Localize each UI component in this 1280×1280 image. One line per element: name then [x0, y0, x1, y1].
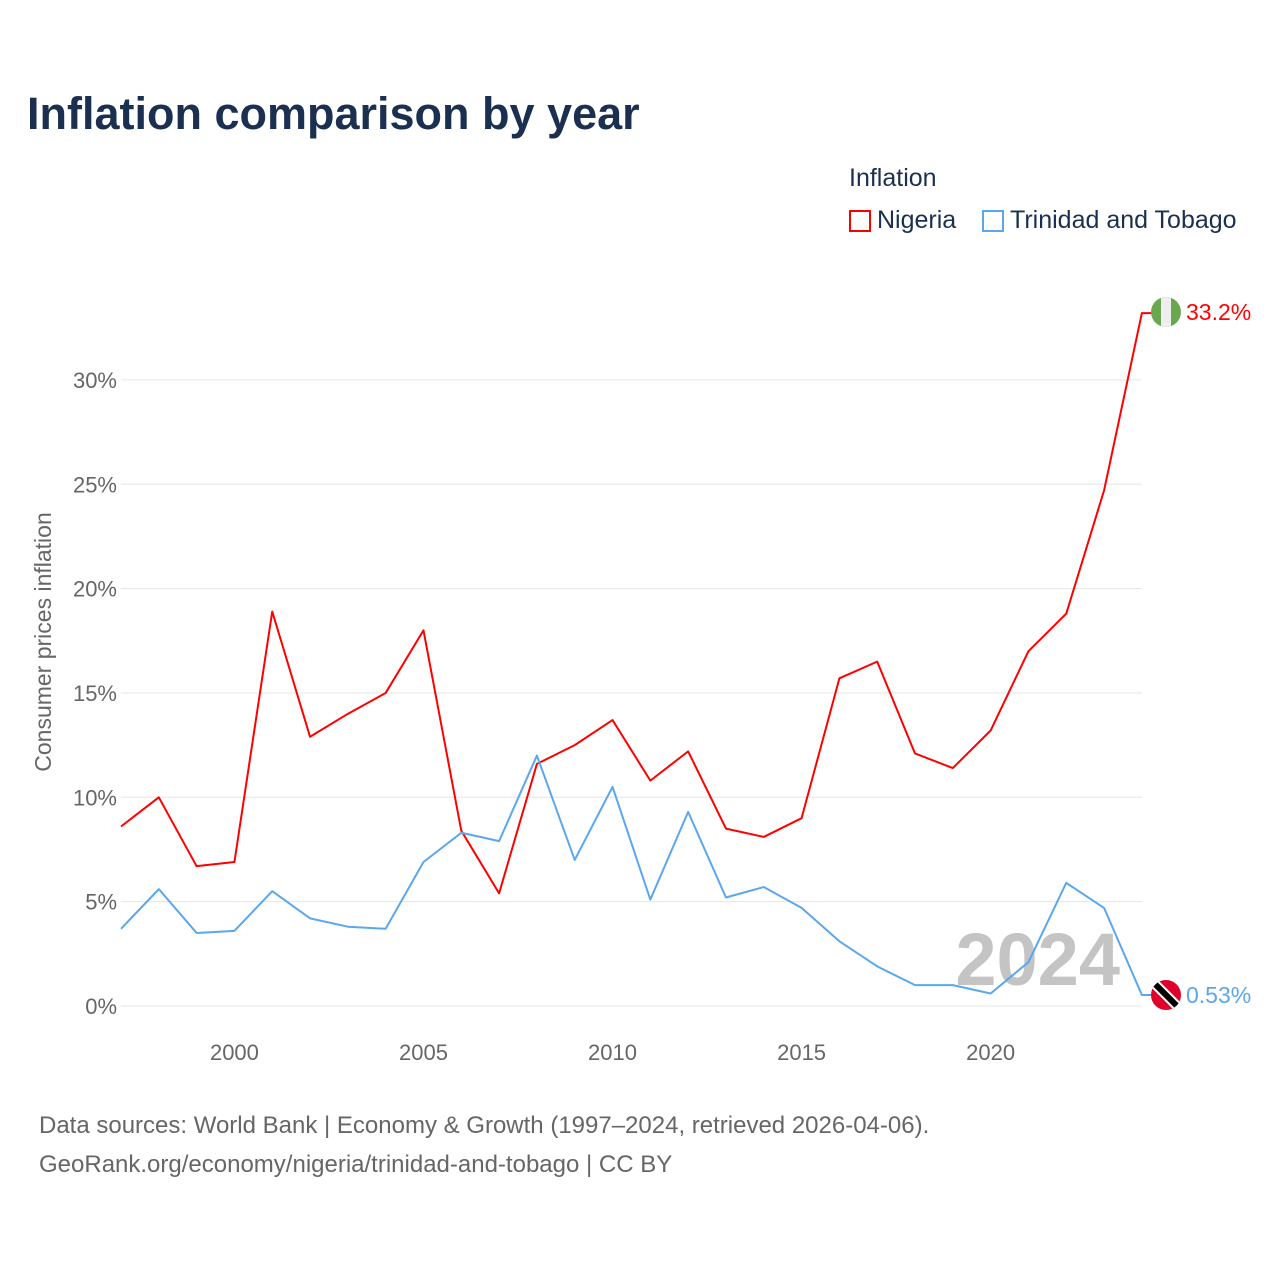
x-tick-label: 2010 — [588, 1040, 637, 1065]
legend-title: Inflation — [849, 164, 937, 192]
legend-item-trinidad[interactable]: Trinidad and Tobago — [982, 206, 1237, 235]
y-tick-label: 25% — [73, 472, 117, 497]
y-tick-label: 15% — [73, 681, 117, 706]
series-line-trinidad — [120, 754, 1152, 996]
x-tick-label: 2005 — [399, 1040, 448, 1065]
x-tick-label: 2000 — [210, 1040, 259, 1065]
flag-black-band — [1151, 980, 1181, 1010]
x-tick-label: 2020 — [966, 1040, 1015, 1065]
flag-white — [1161, 297, 1171, 327]
y-tick-label: 0% — [85, 994, 117, 1019]
trinidad-flag-icon — [1151, 980, 1181, 1010]
y-tick-label: 10% — [73, 785, 117, 810]
nigeria-flag-icon — [1151, 297, 1181, 327]
source-note: Data sources: World Bank | Economy & Gro… — [39, 1106, 929, 1184]
year-annotation: 2024 — [955, 918, 1120, 1001]
y-tick-label: 5% — [85, 890, 117, 915]
end-value-label: 0.53% — [1186, 982, 1251, 1008]
legend-label-trinidad: Trinidad and Tobago — [1010, 206, 1237, 234]
y-axis-label: Consumer prices inflation — [30, 512, 56, 772]
y-tick-label: 20% — [73, 577, 117, 602]
legend-swatch-nigeria — [849, 209, 871, 232]
series-line-nigeria — [120, 312, 1152, 895]
legend-swatch-trinidad — [982, 209, 1004, 232]
end-value-label: 33.2% — [1186, 299, 1251, 325]
y-tick-label: 30% — [73, 368, 117, 393]
source-line-1: Data sources: World Bank | Economy & Gro… — [39, 1112, 930, 1139]
x-tick-label: 2015 — [777, 1040, 826, 1065]
chart-title: Inflation comparison by year — [27, 88, 640, 139]
legend-label-nigeria: Nigeria — [877, 206, 957, 234]
source-line-2[interactable]: GeoRank.org/economy/nigeria/trinidad-and… — [39, 1151, 673, 1178]
legend-item-nigeria[interactable]: Nigeria — [849, 206, 956, 235]
